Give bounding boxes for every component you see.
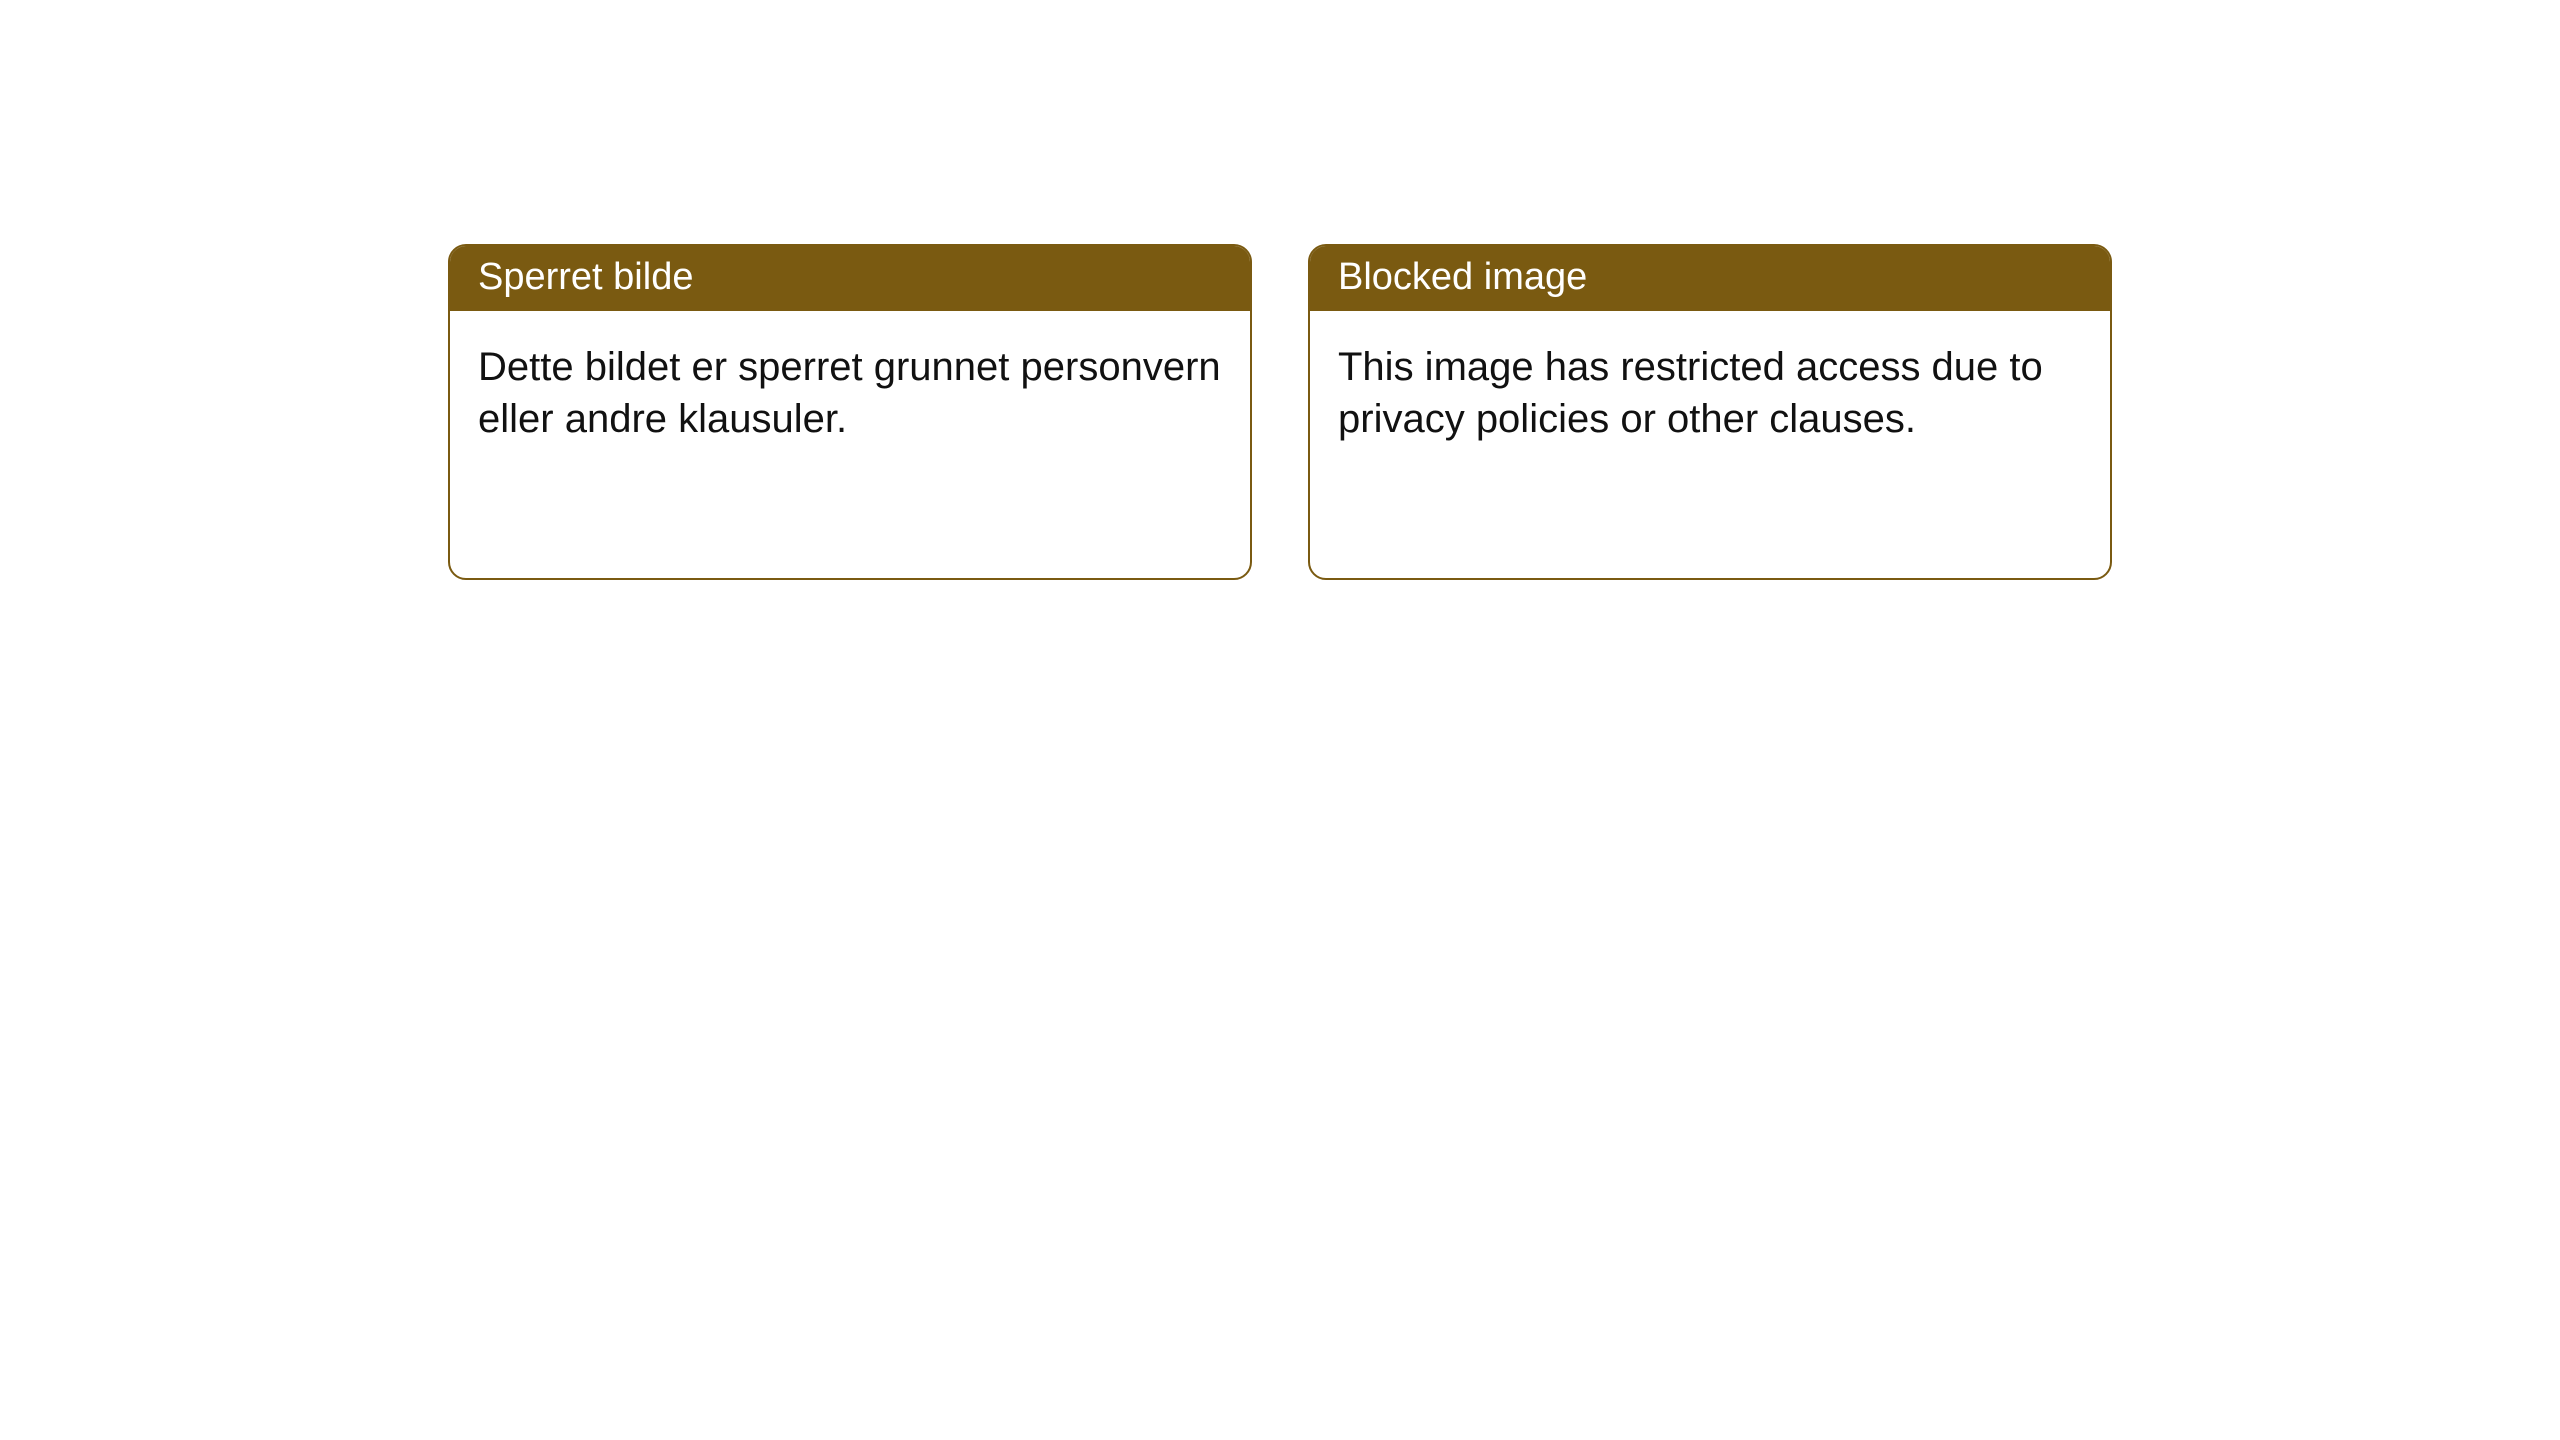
notice-card-body: This image has restricted access due to … [1310,311,2110,475]
notice-card-norwegian: Sperret bilde Dette bildet er sperret gr… [448,244,1252,580]
notice-card-body: Dette bildet er sperret grunnet personve… [450,311,1250,475]
notice-card-english: Blocked image This image has restricted … [1308,244,2112,580]
notice-card-title: Sperret bilde [450,246,1250,311]
notice-card-title: Blocked image [1310,246,2110,311]
notice-container: Sperret bilde Dette bildet er sperret gr… [0,0,2560,580]
